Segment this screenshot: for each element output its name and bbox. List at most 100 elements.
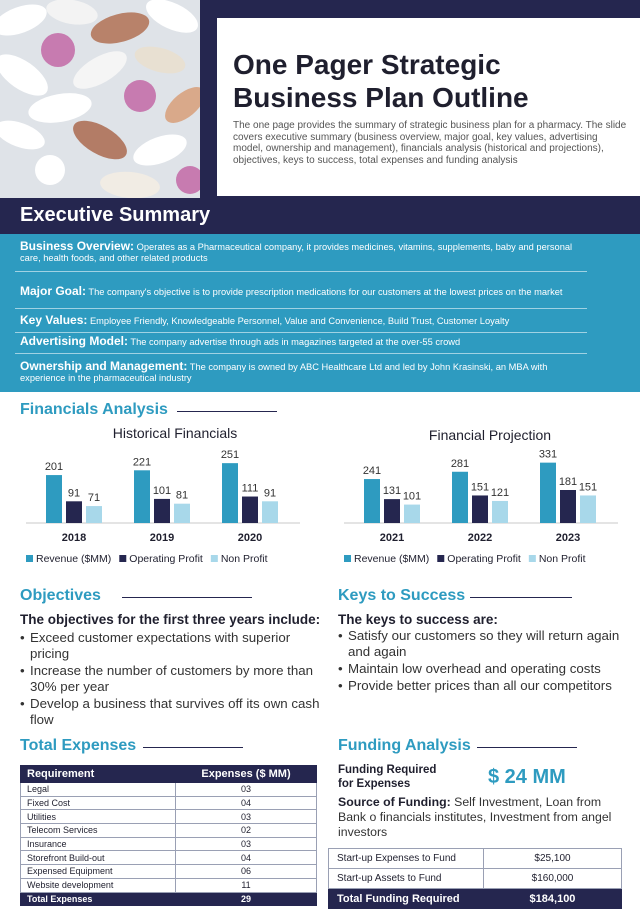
page-title-line2: Business Plan Outline [233,82,529,113]
table-total-row: Total Expenses 29 [20,891,317,907]
legend-swatch [26,555,33,562]
page-subtitle: The one page provides the summary of str… [233,120,627,166]
divider [15,271,587,272]
row-name: Website development [20,877,176,893]
table-row: Expensed Equipment 06 [20,864,317,879]
table-row: Legal 03 [20,782,317,797]
row-value: 02 [175,823,317,838]
row-value: $25,100 [483,848,622,869]
bar-2022-0 [452,471,468,523]
table-row: Fixed Cost 04 [20,795,317,811]
data-label: 241 [363,465,381,477]
table-row: Utilities 03 [20,809,317,825]
column-header: Expenses ($ MM) [175,765,317,783]
business-overview: Business Overview: Operates as a Pharmac… [20,240,585,264]
keys-heading: The keys to success are: [338,612,498,627]
data-label: 121 [491,487,509,499]
funding-required-line2: for Expenses [338,778,411,790]
row-value: 11 [175,877,317,893]
funding-source-label: Source of Funding: [338,795,451,809]
major-goal-label: Major Goal: [20,284,87,298]
funding-source-text: Self Investment, Loan from Bank o financ… [338,795,612,839]
bar-2020-0 [222,463,238,523]
section-rule [122,597,252,598]
data-label: 91 [68,487,80,499]
table-row: Telecom Services 02 [20,823,317,838]
bar-2018-2 [86,506,102,523]
bar-2019-0 [134,470,150,523]
section-rule [143,747,243,748]
expenses-title: Total Expenses [20,737,137,754]
divider [15,332,587,333]
table-row: Website development 11 [20,877,317,893]
total-label: Total Funding Required [328,888,484,909]
executive-summary-title: Executive Summary [20,204,211,226]
row-name: Telecom Services [20,823,176,838]
row-name: Utilities [20,809,176,825]
funding-table: Start-up Expenses to Fund $25,100 Start-u… [328,848,622,909]
business-overview-text: Operates as a Pharmaceutical company, it… [20,242,573,263]
ownership-management-text: The company is owned by ABC Healthcare L… [20,362,548,383]
table-row: Start-up Assets to Fund $160,000 [328,868,622,889]
row-value: 04 [175,850,317,866]
data-label: 201 [45,461,63,473]
list-item: Develop a business that survives off its… [20,696,320,728]
data-label: 251 [221,449,239,461]
header-card: One Pager Strategic Business Plan Outlin… [217,18,640,196]
legend-label: Non Profit [221,553,268,565]
key-values: Key Values: Employee Friendly, Knowledge… [20,314,585,327]
funding-title: Funding Analysis [338,737,471,754]
data-label: 101 [153,485,171,497]
legend-label: Non Profit [539,553,586,565]
financials-title: Financials Analysis [20,401,168,418]
data-label: 151 [471,481,489,493]
section-rule [177,411,277,412]
bar-2018-0 [46,475,62,523]
legend-label: Operating Profit [129,553,203,565]
major-goal-text: The company's objective is to provide pr… [86,287,563,297]
advertising-model: Advertising Model: The company advertise… [20,334,585,348]
objectives-heading: The objectives for the first three years… [20,612,321,627]
table-row: Insurance 03 [20,836,317,852]
row-name: Fixed Cost [20,795,176,811]
tick-label: 2020 [238,532,262,544]
data-label: 221 [133,456,151,468]
objectives-list: Exceed customer expectations with superi… [20,630,320,729]
list-item: Increase the number of customers by more… [20,663,320,695]
data-label: 181 [559,476,577,488]
historical-financials-chart: 201 91 71 2018 221 101 81 2019 251 111 91 2020 Reven… [26,449,300,565]
list-item: Maintain low overhead and operating cost… [338,661,630,677]
row-value: $160,000 [483,868,622,889]
keys-title: Keys to Success [338,587,466,604]
bar-2021-0 [364,479,380,523]
row-name: Expensed Equipment [20,864,176,879]
total-label: Total Expenses [20,891,176,907]
ownership-management: Ownership and Management: The company is… [20,360,585,384]
row-name: Storefront Build-out [20,850,176,866]
total-value: 29 [175,891,317,907]
legend-swatch [437,555,445,562]
divider [15,308,587,309]
legend-label: Revenue ($MM) [354,553,429,565]
advertising-model-label: Advertising Model: [20,334,129,348]
pills-icon [0,0,200,198]
tick-label: 2018 [62,532,86,544]
chart-title-projection: Financial Projection [428,427,552,443]
data-label: 151 [579,481,597,493]
bar-2018-1 [66,501,82,523]
row-name: Legal [20,782,176,797]
list-item: Satisfy our customers so they will retur… [338,628,630,660]
row-value: 04 [175,795,317,811]
table-header-row: Requirement Expenses ($ MM) [20,765,317,783]
row-name: Start-up Expenses to Fund [328,848,484,869]
row-name: Start-up Assets to Fund [328,868,484,889]
table-row: Storefront Build-out 04 [20,850,317,866]
page-title-line1: One Pager Strategic [233,49,501,80]
row-value: 03 [175,836,317,852]
data-label: 91 [264,487,276,499]
expenses-table: Requirement Expenses ($ MM) Legal 03 Fixe… [20,765,317,907]
data-label: 101 [403,491,421,503]
funding-required-line1: Funding Required [338,764,437,776]
objectives-title: Objectives [20,587,101,604]
row-name: Insurance [20,836,176,852]
